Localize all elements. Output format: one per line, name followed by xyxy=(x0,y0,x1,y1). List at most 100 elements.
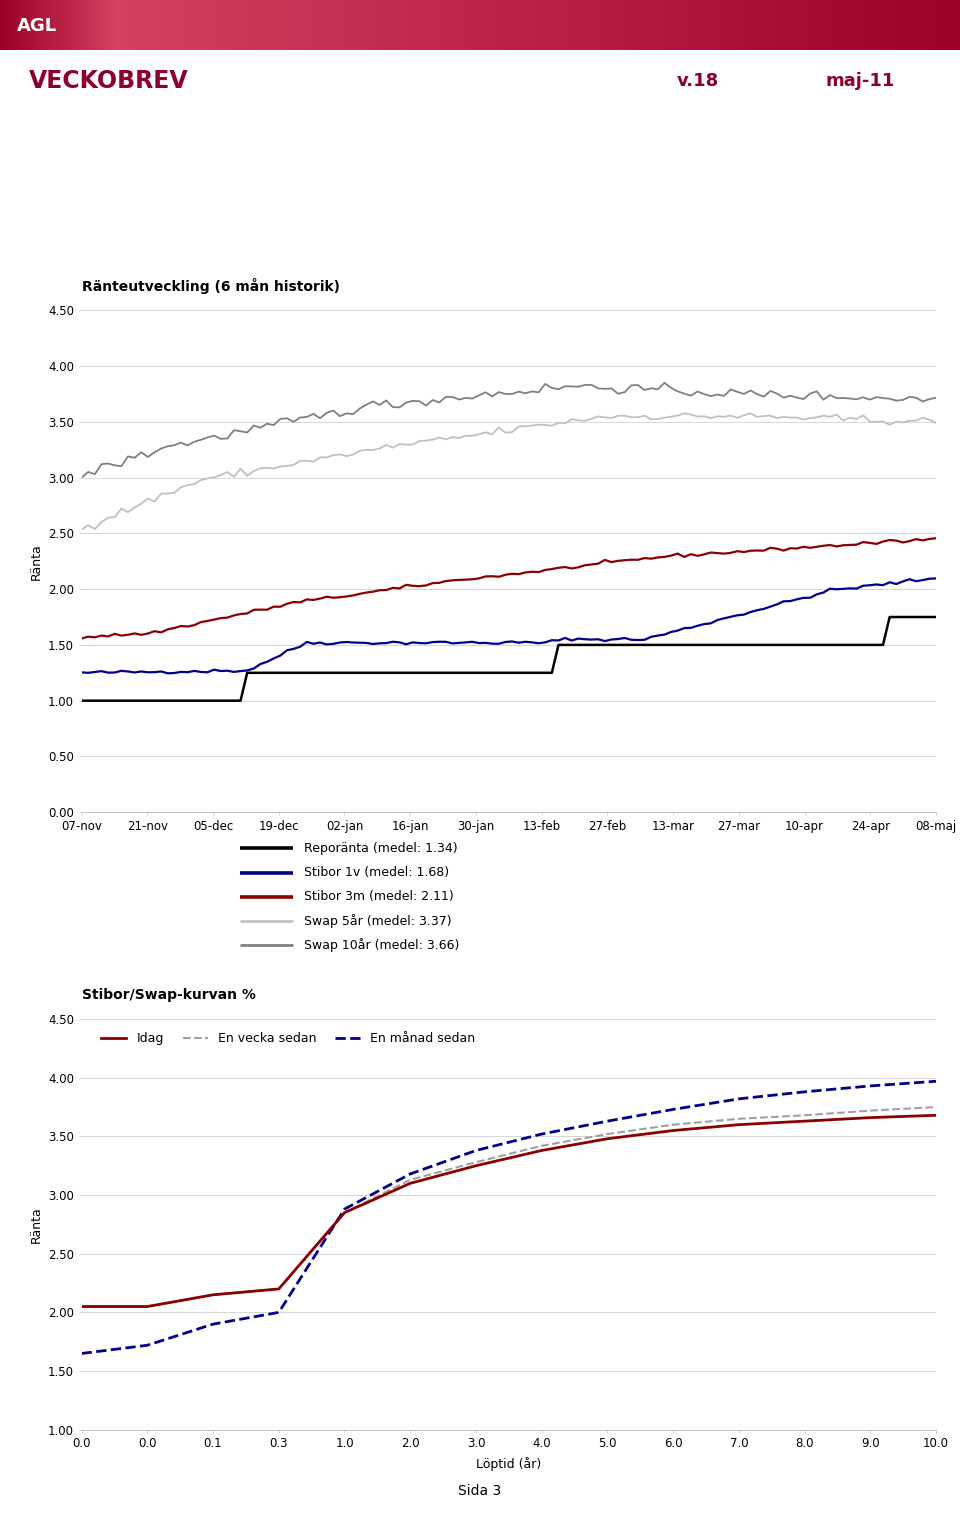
Bar xyxy=(122,0,125,50)
Bar xyxy=(348,0,352,50)
Bar xyxy=(413,0,416,50)
Y-axis label: Ränta: Ränta xyxy=(30,1206,43,1243)
Bar xyxy=(185,0,189,50)
Bar xyxy=(429,0,432,50)
Bar xyxy=(518,0,521,50)
Bar xyxy=(883,0,886,50)
Bar xyxy=(458,0,461,50)
Bar xyxy=(912,0,915,50)
Bar xyxy=(579,0,583,50)
Bar xyxy=(473,0,477,50)
Bar xyxy=(701,0,704,50)
Bar xyxy=(890,0,893,50)
Bar xyxy=(387,0,391,50)
Bar xyxy=(605,0,608,50)
Bar xyxy=(394,0,396,50)
Bar xyxy=(84,0,86,50)
Bar xyxy=(730,0,732,50)
Bar xyxy=(291,0,295,50)
Text: Sida 3: Sida 3 xyxy=(458,1483,502,1498)
Bar xyxy=(19,0,22,50)
Bar xyxy=(416,0,420,50)
Bar xyxy=(694,0,698,50)
Bar xyxy=(125,0,128,50)
Bar xyxy=(665,0,669,50)
Bar xyxy=(451,0,454,50)
Bar xyxy=(512,0,516,50)
Bar xyxy=(314,0,317,50)
Bar xyxy=(710,0,713,50)
Bar xyxy=(406,0,410,50)
Bar xyxy=(723,0,727,50)
Bar xyxy=(141,0,144,50)
Bar xyxy=(896,0,900,50)
Bar xyxy=(720,0,723,50)
Bar xyxy=(444,0,448,50)
Bar xyxy=(477,0,480,50)
Bar xyxy=(12,0,16,50)
Bar xyxy=(784,0,787,50)
Bar xyxy=(819,0,823,50)
Bar xyxy=(560,0,564,50)
Bar xyxy=(103,0,106,50)
Bar xyxy=(823,0,826,50)
Bar xyxy=(163,0,166,50)
Bar xyxy=(288,0,291,50)
Bar xyxy=(564,0,566,50)
Bar xyxy=(36,0,38,50)
Bar xyxy=(99,0,103,50)
Bar xyxy=(634,0,636,50)
Bar xyxy=(794,0,797,50)
Bar xyxy=(688,0,691,50)
Bar xyxy=(525,0,528,50)
Bar xyxy=(304,0,307,50)
Bar xyxy=(22,0,26,50)
Bar xyxy=(656,0,660,50)
Bar xyxy=(768,0,771,50)
Bar xyxy=(377,0,381,50)
Bar xyxy=(867,0,871,50)
Bar xyxy=(144,0,147,50)
Bar xyxy=(608,0,612,50)
Bar xyxy=(876,0,880,50)
Bar xyxy=(211,0,214,50)
Bar xyxy=(771,0,775,50)
Bar xyxy=(365,0,368,50)
Bar xyxy=(893,0,896,50)
Bar xyxy=(154,0,156,50)
Bar xyxy=(58,0,60,50)
Bar xyxy=(464,0,468,50)
Text: v.18: v.18 xyxy=(677,71,719,90)
Bar xyxy=(266,0,269,50)
Bar xyxy=(237,0,240,50)
Bar xyxy=(16,0,19,50)
Bar xyxy=(612,0,614,50)
Bar xyxy=(813,0,816,50)
Bar xyxy=(355,0,358,50)
Text: maj-11: maj-11 xyxy=(826,71,895,90)
Bar xyxy=(106,0,108,50)
Bar xyxy=(230,0,233,50)
Bar xyxy=(583,0,586,50)
Bar xyxy=(874,0,876,50)
Bar xyxy=(202,0,204,50)
Bar xyxy=(166,0,170,50)
Bar xyxy=(852,0,854,50)
Bar xyxy=(598,0,602,50)
Text: Stibor/Swap-kurvan %: Stibor/Swap-kurvan % xyxy=(82,989,255,1002)
Bar xyxy=(790,0,794,50)
Bar xyxy=(276,0,278,50)
Bar xyxy=(307,0,310,50)
Bar xyxy=(662,0,665,50)
Bar xyxy=(86,0,89,50)
Bar xyxy=(566,0,569,50)
Bar xyxy=(554,0,557,50)
Bar xyxy=(45,0,48,50)
Bar xyxy=(569,0,573,50)
Bar xyxy=(509,0,512,50)
Text: Stibor 3m (medel: 2.11): Stibor 3m (medel: 2.11) xyxy=(304,890,454,903)
Bar xyxy=(403,0,406,50)
Bar xyxy=(749,0,752,50)
Bar xyxy=(214,0,218,50)
Bar xyxy=(704,0,708,50)
